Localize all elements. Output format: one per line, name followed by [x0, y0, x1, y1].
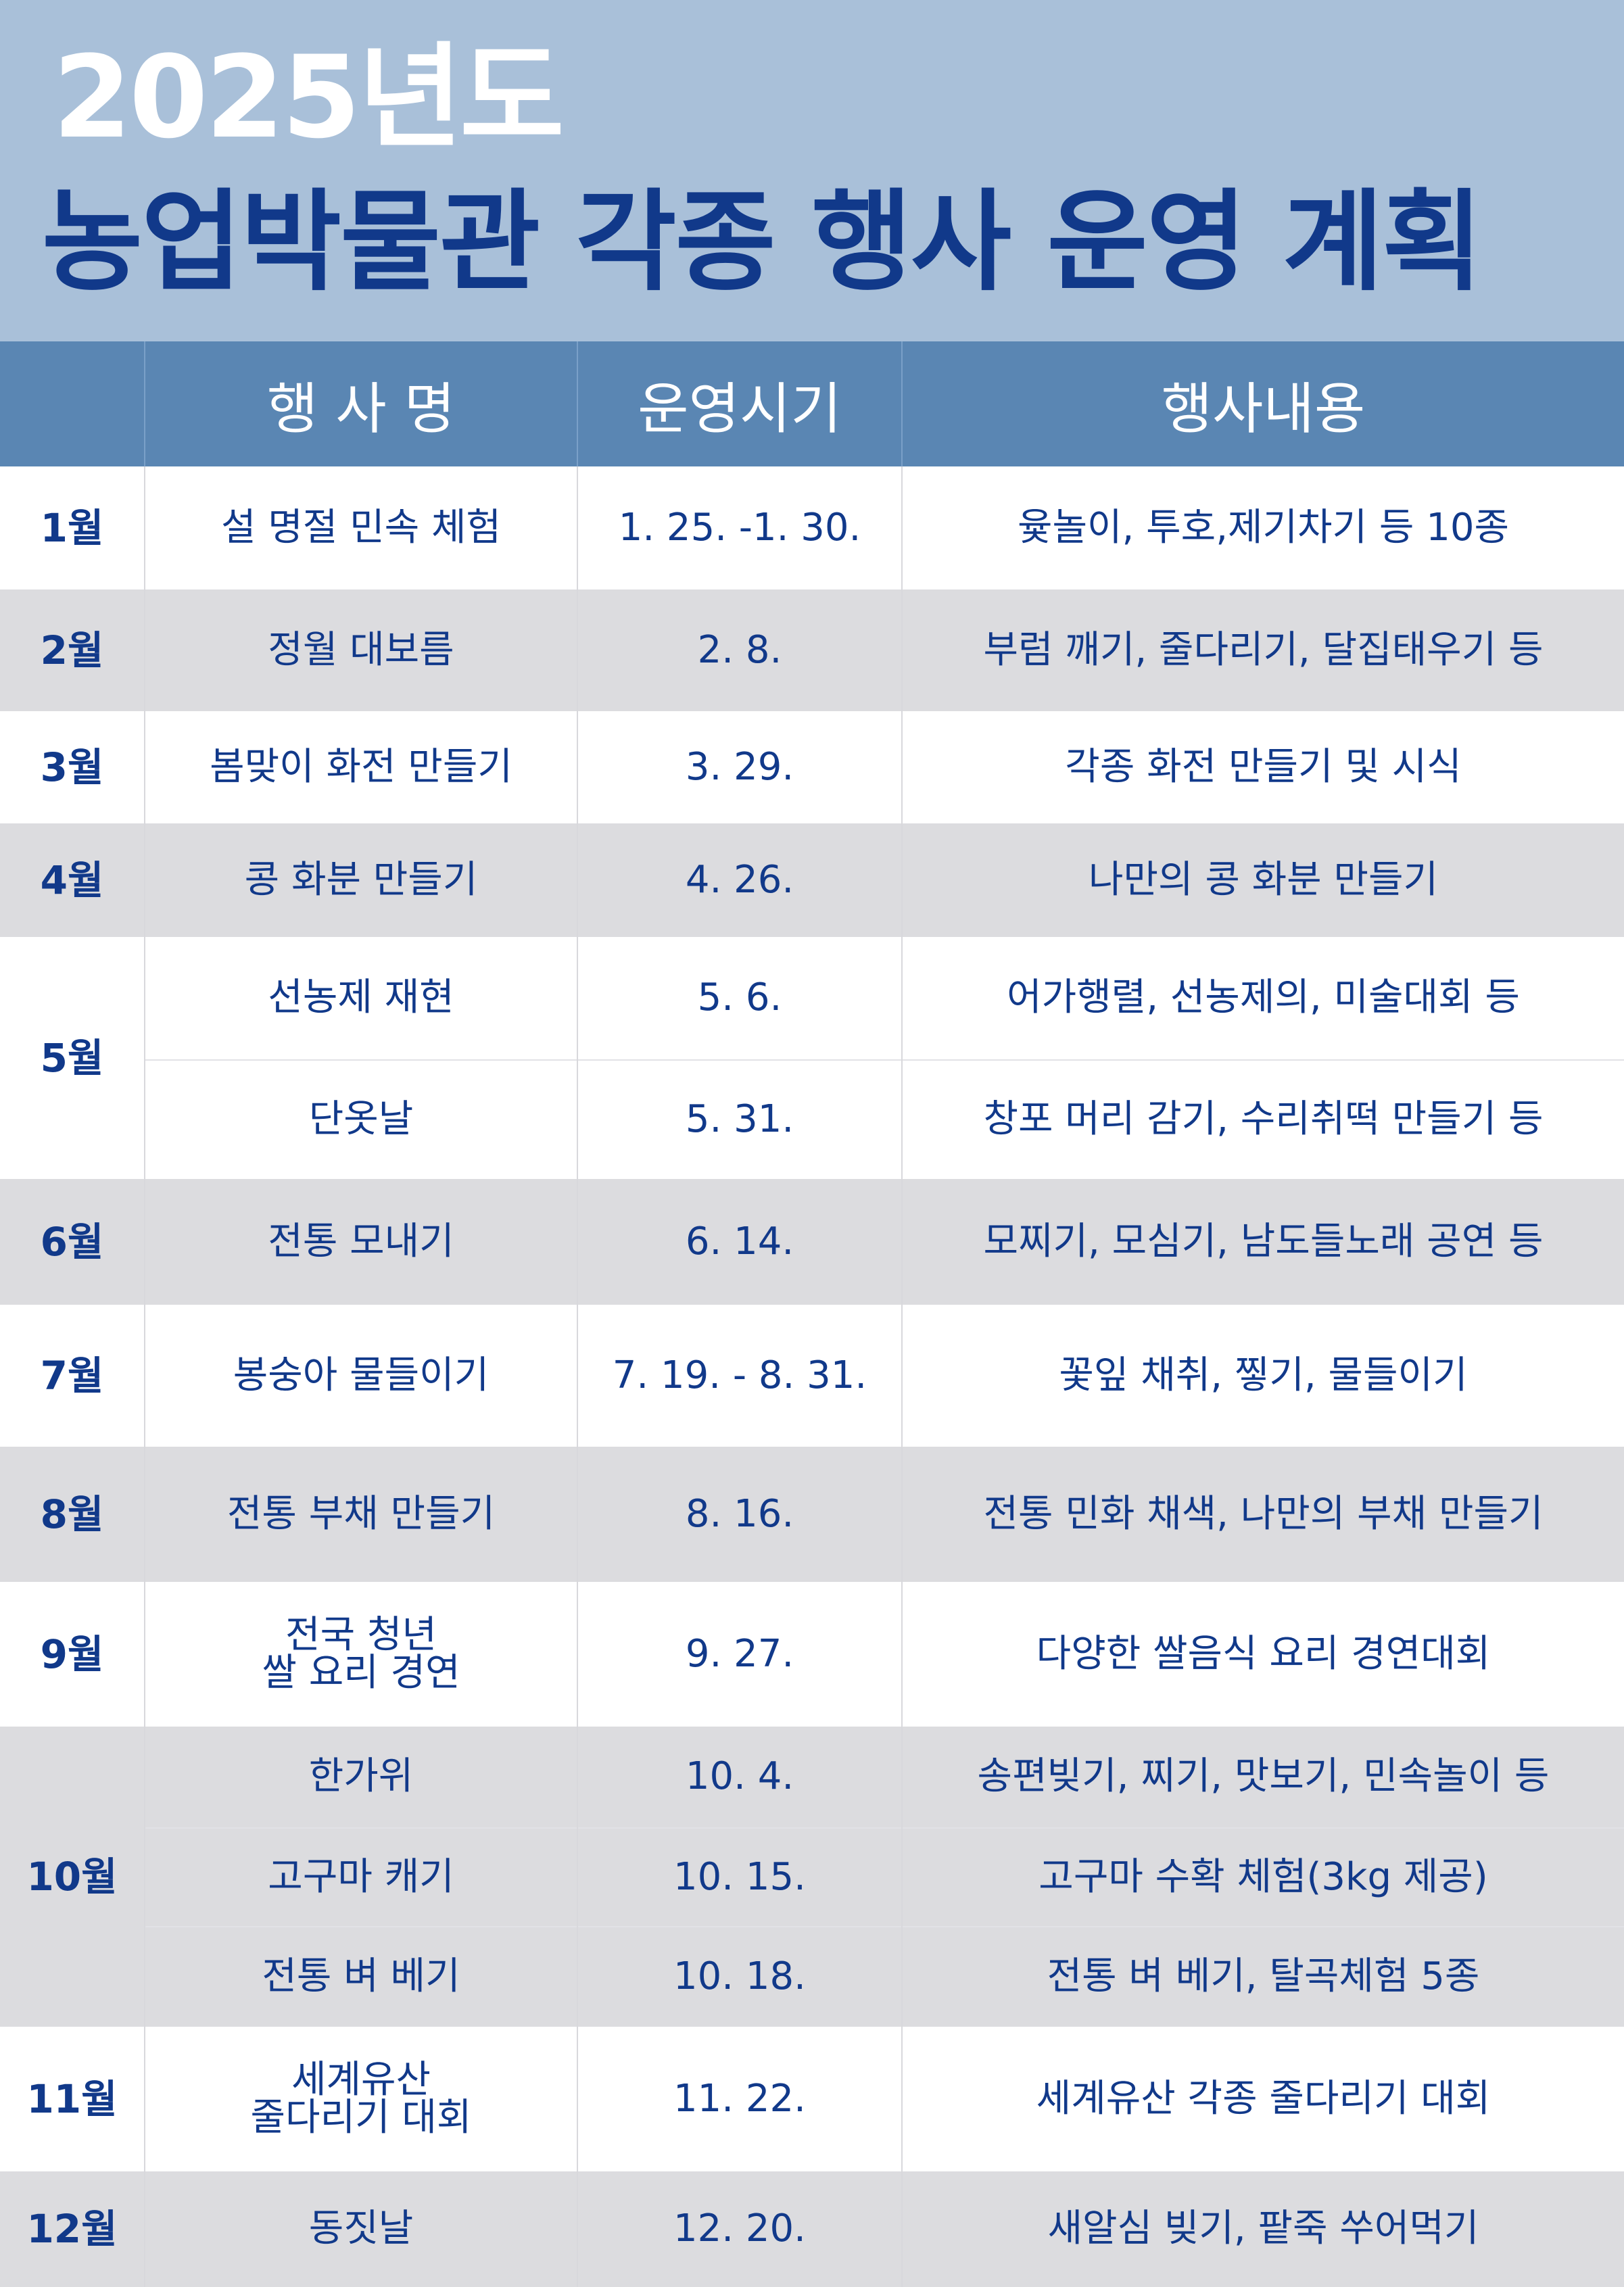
table-row: 9월 전국 청년 쌀 요리 경연 9. 27. 다양한 쌀음식 요리 경연대회 [0, 1582, 1624, 1727]
event-name: 전국 청년 쌀 요리 경연 [144, 1582, 577, 1727]
table-row: 7월 봉숭아 물들이기 7. 19. - 8. 31. 꽃잎 채취, 찧기, 물… [0, 1305, 1624, 1447]
table-row: 2월 정월 대보름 2. 8. 부럼 깨기, 줄다리기, 달집태우기 등 [0, 589, 1624, 711]
table-header-row: 행 사 명 운영시기 행사내용 [0, 341, 1624, 466]
table-row: 12월 동짓날 12. 20. 새알심 빚기, 팥죽 쑤어먹기 [0, 2171, 1624, 2287]
event-description: 윷놀이, 투호,제기차기 등 10종 [901, 466, 1624, 589]
event-date: 7. 19. - 8. 31. [577, 1305, 902, 1447]
title-banner: 2025년도 농업박물관 각종 행사 운영 계획 [0, 0, 1624, 341]
event-date: 10. 15. [577, 1827, 902, 1927]
event-description: 나만의 콩 화분 만들기 [901, 823, 1624, 937]
event-description: 모찌기, 모심기, 남도들노래 공연 등 [901, 1179, 1624, 1305]
month-cell: 3월 [0, 711, 145, 823]
table-row: 6월 전통 모내기 6. 14. 모찌기, 모심기, 남도들노래 공연 등 [0, 1179, 1624, 1305]
header-month [0, 341, 145, 466]
event-name-line: 쌀 요리 경연 [262, 1651, 460, 1695]
event-name: 단옷날 [144, 1059, 577, 1179]
event-description: 꽃잎 채취, 찧기, 물들이기 [901, 1305, 1624, 1447]
month-cell: 7월 [0, 1305, 145, 1447]
event-date: 4. 26. [577, 823, 902, 937]
table-row: 4월 콩 화분 만들기 4. 26. 나만의 콩 화분 만들기 [0, 823, 1624, 937]
event-description: 어가행렬, 선농제의, 미술대회 등 [901, 937, 1624, 1060]
event-date: 6. 14. [577, 1179, 902, 1305]
event-date: 5. 6. [577, 937, 902, 1060]
table-row: 10월 한가위 10. 4. 송편빚기, 찌기, 맛보기, 민속놀이 등 [0, 1727, 1624, 2027]
event-description: 전통 민화 채색, 나만의 부채 만들기 [901, 1447, 1624, 1582]
event-name: 한가위 [144, 1727, 577, 1828]
event-description: 세계유산 각종 줄다리기 대회 [901, 2027, 1624, 2171]
event-description: 송편빚기, 찌기, 맛보기, 민속놀이 등 [901, 1727, 1624, 1828]
header-schedule: 운영시기 [577, 341, 902, 466]
event-name: 봉숭아 물들이기 [144, 1305, 577, 1447]
table-row: 3월 봄맞이 화전 만들기 3. 29. 각종 화전 만들기 및 시식 [0, 711, 1624, 823]
event-date: 10. 18. [577, 1926, 902, 2027]
table-row: 전통 벼 베기 10. 18. 전통 벼 베기, 탈곡체험 5종 [0, 1926, 1624, 2027]
event-date: 10. 4. [577, 1727, 902, 1828]
event-date: 1. 25. -1. 30. [577, 466, 902, 589]
event-name: 봄맞이 화전 만들기 [144, 711, 577, 823]
event-name-line: 세계유산 [291, 2058, 431, 2102]
month-cell: 4월 [0, 823, 145, 937]
month-cell: 8월 [0, 1447, 145, 1582]
month-cell: 5월 [0, 937, 145, 1179]
event-name-line: 줄다리기 대회 [250, 2096, 472, 2140]
event-name-line: 전국 청년 [285, 1613, 437, 1657]
table-row: 단옷날 5. 31. 창포 머리 감기, 수리취떡 만들기 등 [0, 1059, 1624, 1179]
event-date: 8. 16. [577, 1447, 902, 1582]
event-name: 전통 모내기 [144, 1179, 577, 1305]
event-name: 콩 화분 만들기 [144, 823, 577, 937]
month-cell: 6월 [0, 1179, 145, 1305]
event-description: 고구마 수확 체험(3kg 제공) [901, 1827, 1624, 1927]
event-description: 부럼 깨기, 줄다리기, 달집태우기 등 [901, 589, 1624, 711]
event-date: 9. 27. [577, 1582, 902, 1727]
header-description: 행사내용 [901, 341, 1624, 466]
event-description: 전통 벼 베기, 탈곡체험 5종 [901, 1926, 1624, 2027]
header-event-name: 행 사 명 [144, 341, 577, 466]
event-name: 세계유산 줄다리기 대회 [144, 2027, 577, 2171]
table-row: 1월 설 명절 민속 체험 1. 25. -1. 30. 윷놀이, 투호,제기차… [0, 466, 1624, 589]
month-cell: 9월 [0, 1582, 145, 1727]
event-name: 설 명절 민속 체험 [144, 466, 577, 589]
month-cell: 12월 [0, 2171, 145, 2287]
event-schedule-table: 행 사 명 운영시기 행사내용 1월 설 명절 민속 체험 1. 25. -1.… [0, 341, 1624, 2287]
page-title: 농업박물관 각종 행사 운영 계획 [42, 179, 1483, 306]
event-name: 전통 벼 베기 [144, 1926, 577, 2027]
table-row: 5월 선농제 재현 5. 6. 어가행렬, 선농제의, 미술대회 등 [0, 937, 1624, 1179]
event-name: 동짓날 [144, 2171, 577, 2287]
month-cell: 2월 [0, 589, 145, 711]
event-description: 새알심 빚기, 팥죽 쑤어먹기 [901, 2171, 1624, 2287]
table-row: 11월 세계유산 줄다리기 대회 11. 22. 세계유산 각종 줄다리기 대회 [0, 2027, 1624, 2171]
event-description: 각종 화전 만들기 및 시식 [901, 711, 1624, 823]
event-description: 다양한 쌀음식 요리 경연대회 [901, 1582, 1624, 1727]
event-date: 5. 31. [577, 1059, 902, 1179]
event-date: 2. 8. [577, 589, 902, 711]
event-date: 12. 20. [577, 2171, 902, 2287]
month-cell: 1월 [0, 466, 145, 589]
event-name: 고구마 캐기 [144, 1827, 577, 1927]
event-description: 창포 머리 감기, 수리취떡 만들기 등 [901, 1059, 1624, 1179]
table-row: 8월 전통 부채 만들기 8. 16. 전통 민화 채색, 나만의 부채 만들기 [0, 1447, 1624, 1582]
month-cell: 10월 [0, 1727, 145, 2027]
table-row: 고구마 캐기 10. 15. 고구마 수확 체험(3kg 제공) [0, 1827, 1624, 1927]
month-cell: 11월 [0, 2027, 145, 2171]
event-name: 전통 부채 만들기 [144, 1447, 577, 1582]
title-year: 2025년도 [53, 31, 565, 164]
event-date: 11. 22. [577, 2027, 902, 2171]
event-name: 선농제 재현 [144, 937, 577, 1060]
event-name: 정월 대보름 [144, 589, 577, 711]
event-date: 3. 29. [577, 711, 902, 823]
